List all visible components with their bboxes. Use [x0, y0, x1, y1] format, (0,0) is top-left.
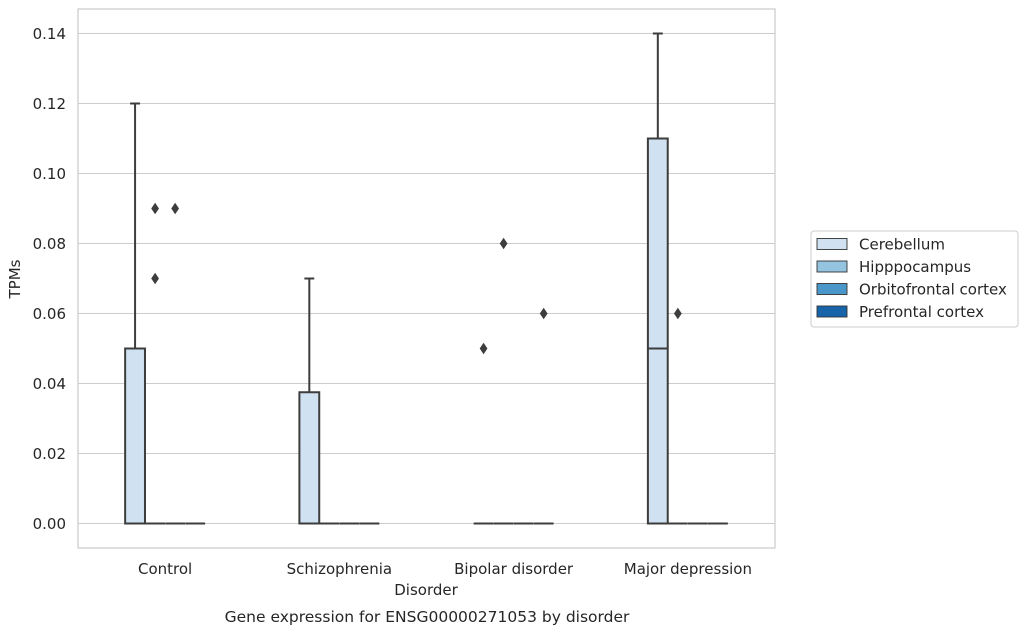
y-axis-ticks: 0.00 0.02 0.04 0.06 0.08 0.10 0.12 0.14: [33, 25, 66, 533]
outlier-point: [673, 307, 682, 320]
x-tick-label: Control: [138, 560, 192, 578]
box-group: [493, 237, 514, 525]
box: [124, 347, 146, 525]
box-group: [145, 202, 166, 525]
outlier-point: [151, 272, 159, 285]
box-group: [298, 277, 321, 525]
legend-label: Cerebellum: [859, 236, 945, 254]
y-tick-label: 0.00: [33, 515, 66, 533]
y-tick-label: 0.12: [33, 95, 66, 113]
y-tick-label: 0.14: [33, 25, 66, 43]
box-group: [667, 307, 688, 525]
outlier-point: [151, 202, 159, 215]
legend: Cerebellum Hipppocampus Orbitofrontal cort…: [810, 230, 1019, 328]
y-tick-label: 0.06: [33, 305, 66, 323]
box-group: [473, 342, 494, 525]
x-tick-label: Schizophrenia: [287, 560, 392, 578]
y-tick-label: 0.10: [33, 165, 66, 183]
box-group: [533, 307, 554, 525]
boxes: [124, 32, 728, 525]
x-tick-label: Bipolar disorder: [454, 560, 574, 578]
y-tick-label: 0.02: [33, 445, 66, 463]
y-tick-label: 0.08: [33, 235, 66, 253]
legend-label: Orbitofrontal cortex: [859, 281, 1007, 299]
outlier-point: [171, 202, 180, 215]
gridlines: [78, 32, 775, 525]
plot-area-frame: [77, 8, 776, 549]
legend-label: Hipppocampus: [859, 258, 971, 276]
outlier-point: [539, 307, 548, 320]
chart-caption: Gene expression for ENSG00000271053 by d…: [225, 608, 630, 626]
legend-swatch: [816, 283, 848, 295]
x-tick-label: Major depression: [624, 560, 752, 578]
box-group: [124, 102, 146, 525]
legend-swatch: [816, 260, 848, 273]
box-group: [646, 32, 669, 525]
outlier-point: [499, 237, 508, 250]
legend-label: Prefrontal cortex: [859, 303, 984, 321]
box: [298, 391, 321, 525]
legend-swatch: [816, 238, 848, 250]
legend-frame: [810, 230, 1019, 328]
x-axis-ticks: Control Schizophrenia Bipolar disorder Majo…: [138, 560, 752, 578]
box: [646, 137, 669, 525]
x-axis-label: Disorder: [394, 581, 458, 599]
legend-swatch: [816, 305, 848, 318]
y-axis-label: TPMs: [6, 259, 24, 299]
y-tick-label: 0.04: [33, 375, 66, 393]
outlier-point: [479, 342, 488, 355]
box-group: [165, 202, 186, 525]
